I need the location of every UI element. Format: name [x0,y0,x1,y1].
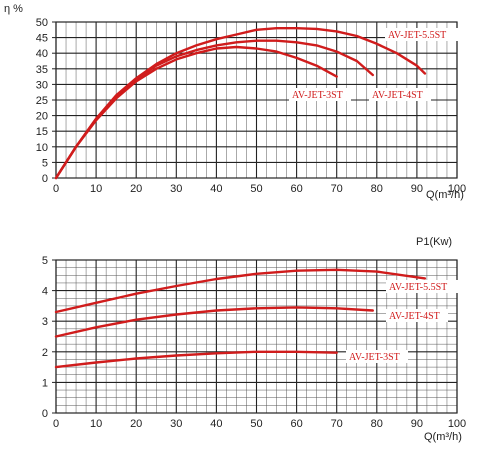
series-label: AV-JET-4ST [372,90,423,101]
x-tick-label: 90 [411,183,423,195]
x-tick-label: 0 [53,418,59,430]
x-tick-label: 60 [290,418,302,430]
x-tick-label: 30 [170,183,182,195]
series-label-bg [385,28,459,41]
x-tick-label: 50 [250,183,262,195]
series-label-bg [386,309,448,322]
series-label-bg [386,280,460,293]
y-tick-label: 1 [42,377,48,389]
series-label: AV-JET-3ST [349,352,400,363]
y-tick-label: 2 [42,347,48,359]
y-tick-label: 0 [42,408,48,420]
x-tick-label: 0 [53,183,59,195]
x-tick-label: 100 [448,418,466,430]
series-line-av-jet-3st [54,350,338,369]
x-tick-label: 60 [290,183,302,195]
series-label-bg [289,88,351,101]
efficiency-chart: 0 10 20 30 40 50 60 70 80 90 100 0 5 10 15 20 25 30 35 40 45… [4,3,466,201]
x-tick-label: 10 [90,418,102,430]
y-axis-label: η % [4,3,23,15]
series-line-av-jet-4st [54,306,374,338]
x-tick-label: 90 [411,418,423,430]
y-tick-label: 25 [36,95,48,107]
series-line-av-jet-5-5st [54,268,427,314]
y-tick-label: 20 [36,111,48,123]
series-label: AV-JET-5.5ST [388,30,446,41]
y-axis-label: P1(Kw) [416,236,452,248]
y-tick-label: 10 [36,142,48,154]
x-tick-label: 70 [331,418,343,430]
x-axis-label: Q(m³/h) [426,189,464,201]
x-tick-label: 50 [250,418,262,430]
power-chart: 0 10 20 30 40 50 60 70 80 90 100 0 1 2 3 4 5 AV-JET-3ST AV… [42,236,466,443]
x-tick-label: 80 [371,418,383,430]
x-axis-label: Q(m³/h) [424,431,462,443]
x-tick-label: 100 [448,183,466,195]
series-label-bg [346,350,408,363]
x-tick-label: 40 [210,418,222,430]
x-tick-label: 20 [130,418,142,430]
y-tick-label: 45 [36,33,48,45]
series-line-av-jet-5-5st [54,27,427,180]
y-tick-label: 15 [36,126,48,138]
y-tick-label: 0 [42,173,48,185]
x-tick-label: 30 [170,418,182,430]
y-tick-label: 3 [42,316,48,328]
series-label: AV-JET-3ST [292,90,343,101]
plot-frame [55,21,458,179]
y-tick-label: 40 [36,48,48,60]
series-label: AV-JET-5.5ST [389,282,447,293]
x-tick-label: 70 [331,183,343,195]
x-tick-label: 40 [210,183,222,195]
y-tick-label: 4 [42,286,48,298]
y-tick-label: 5 [42,255,48,267]
x-tick-label: 20 [130,183,142,195]
x-tick-label: 10 [90,183,102,195]
series-label-bg [369,88,431,101]
y-tick-label: 30 [36,79,48,91]
y-tick-label: 50 [36,17,48,29]
series-label: AV-JET-4ST [389,311,440,322]
y-tick-label: 35 [36,64,48,76]
x-tick-label: 80 [371,183,383,195]
y-tick-label: 5 [42,157,48,169]
